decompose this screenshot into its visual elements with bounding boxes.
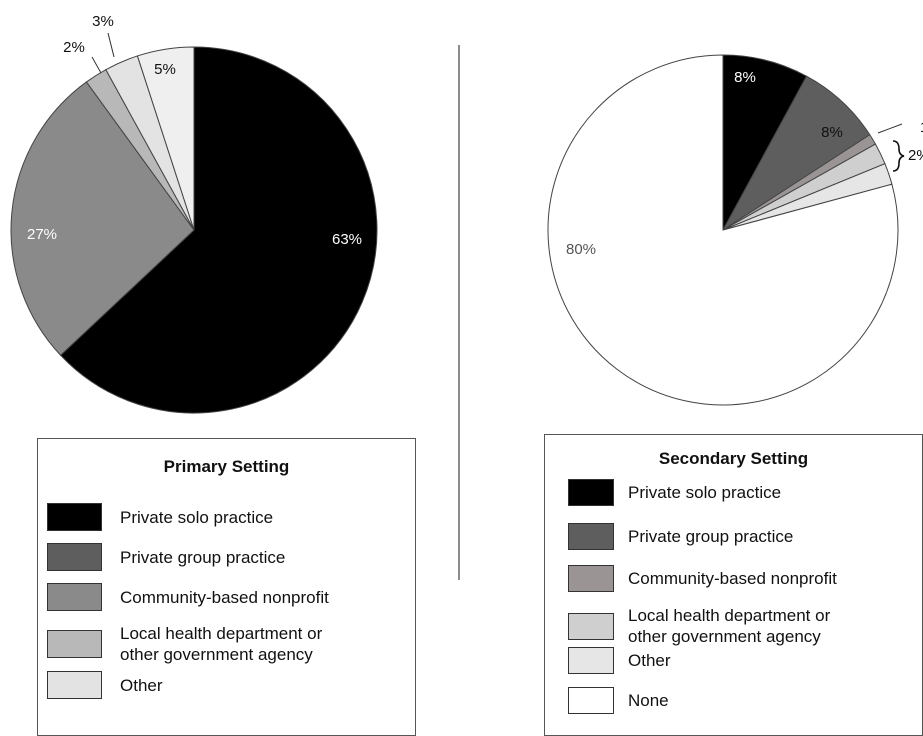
legend-title: Secondary Setting [545,449,922,469]
legend-label: Private solo practice [628,482,781,503]
legend-swatch [568,613,614,640]
legend-swatch [568,687,614,714]
legend-swatch [47,630,102,658]
legend-label: Other [628,650,671,671]
legend-label: Community-based nonprofit [628,568,837,589]
leader-line [92,57,101,73]
legend-entry: Private group practice [47,543,285,571]
legend-swatch [568,479,614,506]
primary-setting-legend: Primary Setting Private solo practice Pri… [37,438,416,736]
slice-value-label: 80% [566,241,596,258]
slice-value-label: 8% [734,69,756,86]
legend-swatch [568,565,614,592]
legend-swatch [47,671,102,699]
legend-entry: None [568,687,669,714]
legend-entry: Local health department or other governm… [47,623,322,665]
group-brace [893,141,904,171]
legend-label: Other [120,675,163,696]
legend-label: Private group practice [120,547,285,568]
legend-entry: Local health department or other governm… [568,605,830,647]
leader-line [878,124,902,133]
legend-entry: Private group practice [568,523,793,550]
legend-swatch [568,523,614,550]
legend-title: Primary Setting [38,457,415,477]
legend-swatch [47,503,102,531]
legend-entry: Other [47,671,163,699]
secondary-setting-pie: 8%8%1%80%2% [548,55,923,405]
slice-value-label: 63% [332,231,362,248]
legend-swatch [568,647,614,674]
legend-entry: Private solo practice [47,503,273,531]
legend-entry: Community-based nonprofit [568,565,837,592]
legend-label: Local health department or other governm… [628,605,830,647]
legend-swatch [47,583,102,611]
legend-label: Community-based nonprofit [120,587,329,608]
legend-label: Private solo practice [120,507,273,528]
slice-value-label: 3% [92,13,114,30]
legend-swatch [47,543,102,571]
primary-setting-pie: 63% 27% 2% 3% 5% [11,13,377,413]
legend-label: None [628,690,669,711]
slice-value-label: 2% [63,39,85,56]
legend-entry: Community-based nonprofit [47,583,329,611]
slice-value-label: 27% [27,226,57,243]
legend-entry: Private solo practice [568,479,781,506]
secondary-setting-legend: Secondary Setting Private solo practice P… [544,434,923,736]
slice-value-label: 5% [154,61,176,78]
group-value-label: 2% [908,147,923,164]
slice-value-label: 8% [821,124,843,141]
legend-label: Private group practice [628,526,793,547]
legend-label: Local health department or other governm… [120,623,322,665]
leader-line [108,33,114,57]
legend-entry: Other [568,647,671,674]
